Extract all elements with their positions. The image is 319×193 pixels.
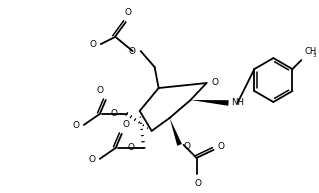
Polygon shape bbox=[170, 118, 182, 146]
Text: O: O bbox=[111, 109, 118, 119]
Text: O: O bbox=[90, 40, 97, 49]
Polygon shape bbox=[190, 100, 229, 106]
Text: O: O bbox=[89, 155, 96, 164]
Text: O: O bbox=[218, 142, 225, 151]
Text: O: O bbox=[73, 121, 80, 130]
Text: O: O bbox=[124, 8, 131, 17]
Text: O: O bbox=[184, 142, 190, 151]
Text: O: O bbox=[128, 143, 135, 152]
Text: O: O bbox=[194, 179, 201, 188]
Text: CH: CH bbox=[304, 47, 317, 56]
Text: O: O bbox=[211, 78, 219, 86]
Text: O: O bbox=[123, 120, 130, 129]
Text: NH: NH bbox=[232, 98, 244, 108]
Text: O: O bbox=[129, 47, 136, 56]
Text: O: O bbox=[97, 86, 104, 95]
Text: 3: 3 bbox=[312, 53, 316, 58]
